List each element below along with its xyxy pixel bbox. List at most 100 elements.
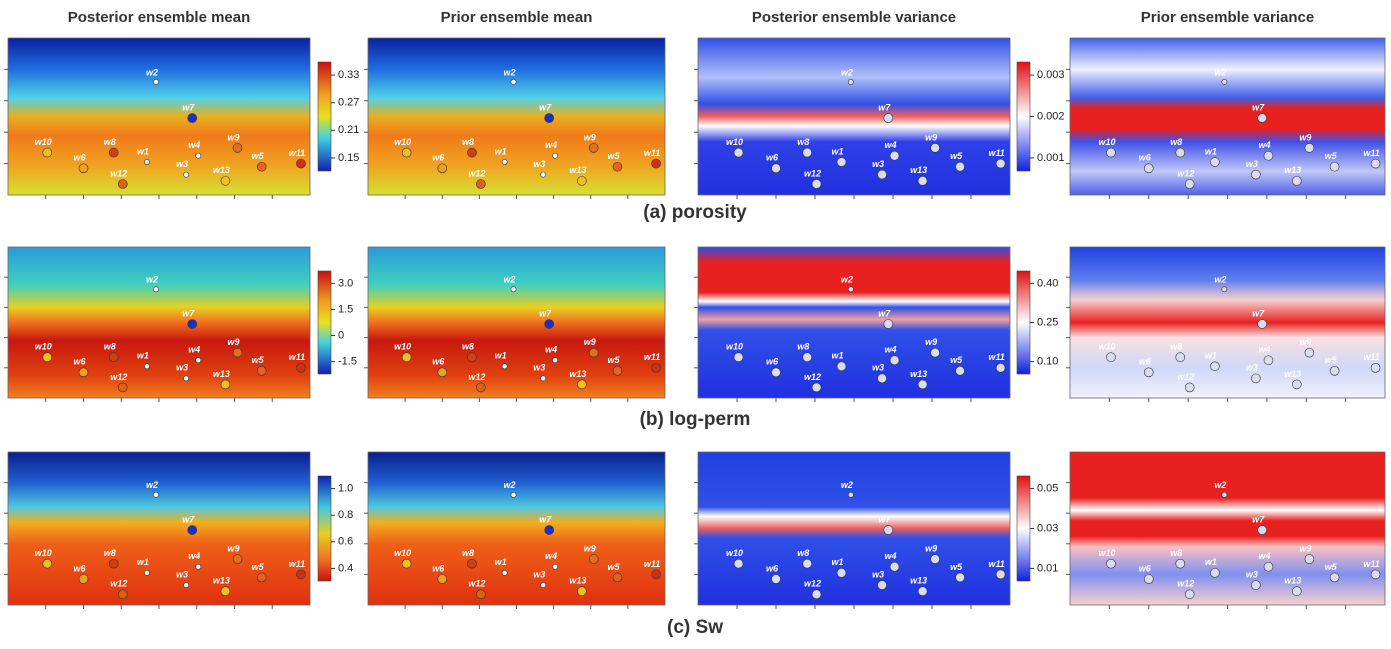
- well-marker: [1106, 558, 1116, 569]
- well-label: w7: [878, 514, 891, 524]
- well-marker: [651, 569, 661, 580]
- well-marker: [1184, 589, 1195, 600]
- well-label: w10: [1098, 342, 1115, 352]
- well-marker: [1251, 169, 1261, 180]
- well-label: w6: [1139, 357, 1152, 367]
- well-label: w10: [1098, 548, 1115, 558]
- well-marker: [1329, 572, 1340, 583]
- well-label: w10: [394, 342, 411, 352]
- well-label: w10: [35, 548, 52, 558]
- well-label: w11: [644, 352, 660, 362]
- well-marker: [232, 554, 243, 564]
- well-label: w9: [584, 132, 596, 142]
- well-marker: [476, 382, 486, 393]
- well-marker: [917, 176, 928, 186]
- field-map: [7, 246, 311, 399]
- well-marker: [1257, 113, 1267, 123]
- well-marker: [501, 159, 508, 165]
- well-marker: [144, 363, 150, 370]
- colorbar-tick-label: 0.01: [1037, 562, 1058, 574]
- well-label: w11: [988, 148, 1004, 158]
- field-map: [1069, 451, 1386, 606]
- well-label: w9: [228, 132, 240, 142]
- well-label: w13: [213, 576, 230, 586]
- well-marker: [847, 286, 854, 293]
- well-label: w6: [73, 153, 86, 163]
- well-marker: [588, 143, 599, 153]
- well-label: w10: [726, 342, 743, 352]
- column-title: Prior ensemble variance: [1141, 9, 1314, 26]
- well-label: w11: [289, 352, 305, 362]
- well-marker: [232, 347, 243, 358]
- colorbar-tick-label: 0.4: [338, 562, 353, 574]
- well-marker: [733, 558, 744, 569]
- well-marker: [995, 569, 1006, 580]
- field-map: [1069, 37, 1386, 196]
- colorbar-tick-label: 0.6: [338, 536, 353, 548]
- well-label: w8: [104, 548, 116, 558]
- well-marker: [510, 286, 517, 293]
- well-marker: [836, 568, 847, 578]
- row-caption: (c) Sw: [667, 617, 723, 638]
- well-marker: [476, 179, 486, 189]
- colorbar: [317, 61, 332, 172]
- well-marker: [78, 574, 89, 584]
- well-marker: [1175, 147, 1186, 158]
- well-marker: [220, 176, 231, 186]
- well-label: w12: [468, 579, 485, 589]
- well-marker: [510, 79, 517, 85]
- well-marker: [467, 558, 477, 569]
- well-marker: [1304, 143, 1315, 153]
- well-marker: [836, 157, 847, 167]
- colorbar: [1016, 475, 1031, 582]
- row-caption: (a) porosity: [643, 202, 747, 223]
- well-marker: [883, 113, 894, 123]
- well-marker: [117, 382, 128, 393]
- well-label: w12: [110, 168, 127, 178]
- well-marker: [995, 158, 1006, 169]
- well-marker: [1210, 361, 1220, 372]
- field-map: [697, 451, 1011, 606]
- well-label: w9: [584, 337, 596, 347]
- well-label: w1: [1205, 351, 1217, 361]
- well-marker: [1251, 373, 1261, 384]
- well-marker: [651, 158, 661, 169]
- well-label: w12: [1177, 168, 1194, 178]
- well-marker: [195, 563, 202, 570]
- well-label: w13: [910, 576, 927, 586]
- well-label: w1: [495, 146, 507, 156]
- well-label: w9: [925, 132, 937, 142]
- well-label: w2: [146, 67, 158, 77]
- well-label: w12: [110, 372, 127, 382]
- well-label: w9: [1299, 132, 1311, 142]
- well-label: w10: [726, 137, 743, 147]
- well-label: w3: [533, 569, 545, 579]
- column-title: Posterior ensemble mean: [68, 9, 251, 26]
- colorbar-tick-label: 0.21: [338, 124, 359, 136]
- well-label: w2: [504, 480, 516, 490]
- well-marker: [256, 161, 267, 172]
- field-map: [367, 451, 666, 606]
- well-marker: [811, 179, 822, 189]
- well-label: w7: [1252, 308, 1265, 318]
- well-label: w11: [289, 559, 305, 569]
- well-marker: [256, 572, 267, 583]
- well-label: w3: [1246, 569, 1258, 579]
- well-marker: [883, 319, 894, 329]
- well-marker: [651, 362, 661, 373]
- well-label: w4: [885, 345, 897, 355]
- colorbar: [1016, 61, 1031, 172]
- well-label: w7: [539, 308, 552, 318]
- well-marker: [955, 572, 965, 583]
- well-marker: [1106, 352, 1116, 363]
- well-label: w13: [569, 165, 586, 175]
- well-label: w3: [872, 159, 884, 169]
- well-label: w11: [644, 148, 660, 158]
- well-label: w12: [1177, 372, 1194, 382]
- well-marker: [437, 574, 448, 584]
- well-label: w13: [213, 369, 230, 379]
- well-label: w13: [1284, 576, 1301, 586]
- colorbar-tick-label: -1.5: [338, 356, 357, 368]
- well-marker: [1221, 79, 1228, 85]
- colorbar-tick-label: 0.003: [1037, 69, 1065, 81]
